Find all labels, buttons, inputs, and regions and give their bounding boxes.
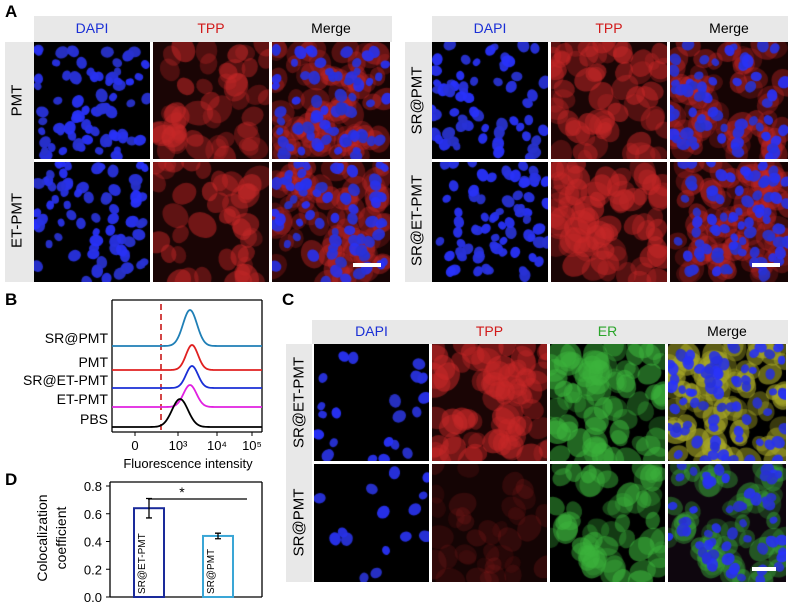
panel-label-b: B	[5, 290, 18, 309]
panel-b-x-tick-label: 10⁴	[207, 438, 227, 453]
panel-d-y-tick-label: 0.8	[84, 479, 102, 494]
micrograph-c-srpmt-tpp	[432, 464, 547, 582]
panel-d-y-tick-label: 0.0	[84, 590, 102, 605]
panel-a-right-header-bar	[432, 16, 788, 42]
panel-b-curve-sr-pmt	[112, 309, 262, 347]
panel-a-right-col-merge: Merge	[709, 20, 749, 36]
panel-d-y-tick-label: 0.4	[84, 535, 102, 550]
panel-b-series-label: PBS	[80, 411, 108, 427]
panel-b-x-tick-label: 0	[131, 438, 138, 453]
panel-d-bar	[202, 534, 234, 598]
panel-a-row-pmt: PMT	[8, 84, 26, 117]
micrograph-c-sretpmt-tpp	[432, 344, 547, 461]
panel-label-c: C	[282, 290, 295, 309]
scale-bar	[752, 263, 780, 267]
panel-b-x-tick-label: 10⁵	[242, 438, 262, 453]
panel-d-ylabel-line2: coefficient	[53, 506, 69, 569]
micrograph-a-pmt-dapi	[34, 42, 150, 159]
panel-b-curve-et-pmt	[112, 384, 262, 408]
panel-a-right-rowlabel-bar	[405, 42, 432, 282]
panel-c-header-bar	[312, 320, 788, 344]
panel-d-y-tick-label: 0.2	[84, 562, 102, 577]
micrograph-a-sretpmt-merge	[670, 162, 788, 282]
panel-a-left-header-bar	[34, 16, 392, 42]
panel-b-curve-sr-et-pmt	[112, 365, 262, 389]
micrograph-a-etpmt-tpp	[153, 162, 269, 282]
panel-d-bar-label: SR@PMT	[206, 549, 217, 594]
panel-c-col-tpp: TPP	[475, 323, 504, 339]
panel-b-series-label: SR@PMT	[45, 330, 109, 346]
micrograph-c-sretpmt-dapi	[314, 344, 429, 461]
micrograph-a-srpmt-merge	[670, 42, 788, 159]
panel-c-row-sr-et-pmt: SR@ET-PMT	[290, 356, 308, 449]
panel-a-left-col-dapi: DAPI	[75, 20, 109, 36]
scale-bar	[353, 263, 381, 267]
panel-c-row-sr-pmt: SR@PMT	[290, 488, 308, 557]
panel-a-left-col-tpp: TPP	[197, 20, 225, 36]
micrograph-a-pmt-merge	[272, 42, 390, 159]
panel-d-significance-star: *	[179, 484, 185, 500]
panel-c-col-merge: Merge	[707, 323, 747, 339]
micrograph-a-sretpmt-tpp	[551, 162, 667, 282]
micrograph-a-sretpmt-dapi	[432, 162, 548, 282]
micrograph-a-pmt-tpp	[153, 42, 269, 159]
panel-b-series-label: ET-PMT	[57, 391, 109, 407]
panel-b-series-label: PMT	[78, 354, 108, 370]
micrograph-a-etpmt-dapi	[34, 162, 150, 282]
panel-b-xlabel: Fluorescence intensity	[123, 456, 253, 471]
panel-a-row-sr-pmt: SR@PMT	[408, 66, 426, 135]
panel-b-series-label: SR@ET-PMT	[23, 372, 108, 388]
panel-a-row-et-pmt: ET-PMT	[8, 193, 26, 248]
panel-a-right-col-dapi: DAPI	[473, 20, 507, 36]
panel-b-x-tick-label: 10³	[169, 438, 188, 453]
micrograph-c-srpmt-merge	[668, 464, 786, 582]
scale-bar	[752, 567, 776, 571]
panel-b-curve-pmt	[112, 344, 262, 371]
micrograph-a-etpmt-merge	[272, 162, 390, 282]
panel-a-left-col-merge: Merge	[311, 20, 351, 36]
micrograph-c-sretpmt-er	[550, 344, 665, 461]
micrograph-c-srpmt-dapi	[314, 464, 429, 582]
panel-c-col-er: ER	[597, 323, 618, 339]
panel-a-row-sr-et-pmt: SR@ET-PMT	[408, 174, 426, 267]
panel-label-a: A	[5, 2, 18, 21]
panel-b-histogram: SR@PMT PMT SR@ET-PMT ET-PMT PBS 0 10³ 10⁴ 10⁵ F…	[23, 299, 263, 471]
panel-d-bar-label: SR@ET-PMT	[137, 533, 148, 594]
micrograph-c-srpmt-er	[550, 464, 665, 582]
panel-d-ylabel-line1: Colocalization	[34, 494, 50, 581]
panel-a-right-col-tpp: TPP	[595, 20, 623, 36]
panel-a-left-rowlabel-bar	[5, 42, 34, 282]
panel-b-curve-pbs	[112, 398, 262, 428]
micrograph-c-sretpmt-merge	[668, 344, 786, 461]
panel-c-col-dapi: DAPI	[355, 323, 388, 339]
panel-label-d: D	[5, 470, 18, 489]
panel-d-bar	[133, 507, 165, 599]
panel-d-bar-chart: Colocalization coefficient 0.0 0.2 0.4 0.6 0…	[34, 479, 263, 605]
panel-d-y-tick-label: 0.6	[84, 507, 102, 522]
panel-c-rowlabel-bar	[286, 344, 312, 582]
micrograph-a-srpmt-tpp	[551, 42, 667, 159]
micrograph-a-srpmt-dapi	[432, 42, 548, 159]
panel-d-error-bar	[215, 532, 221, 540]
